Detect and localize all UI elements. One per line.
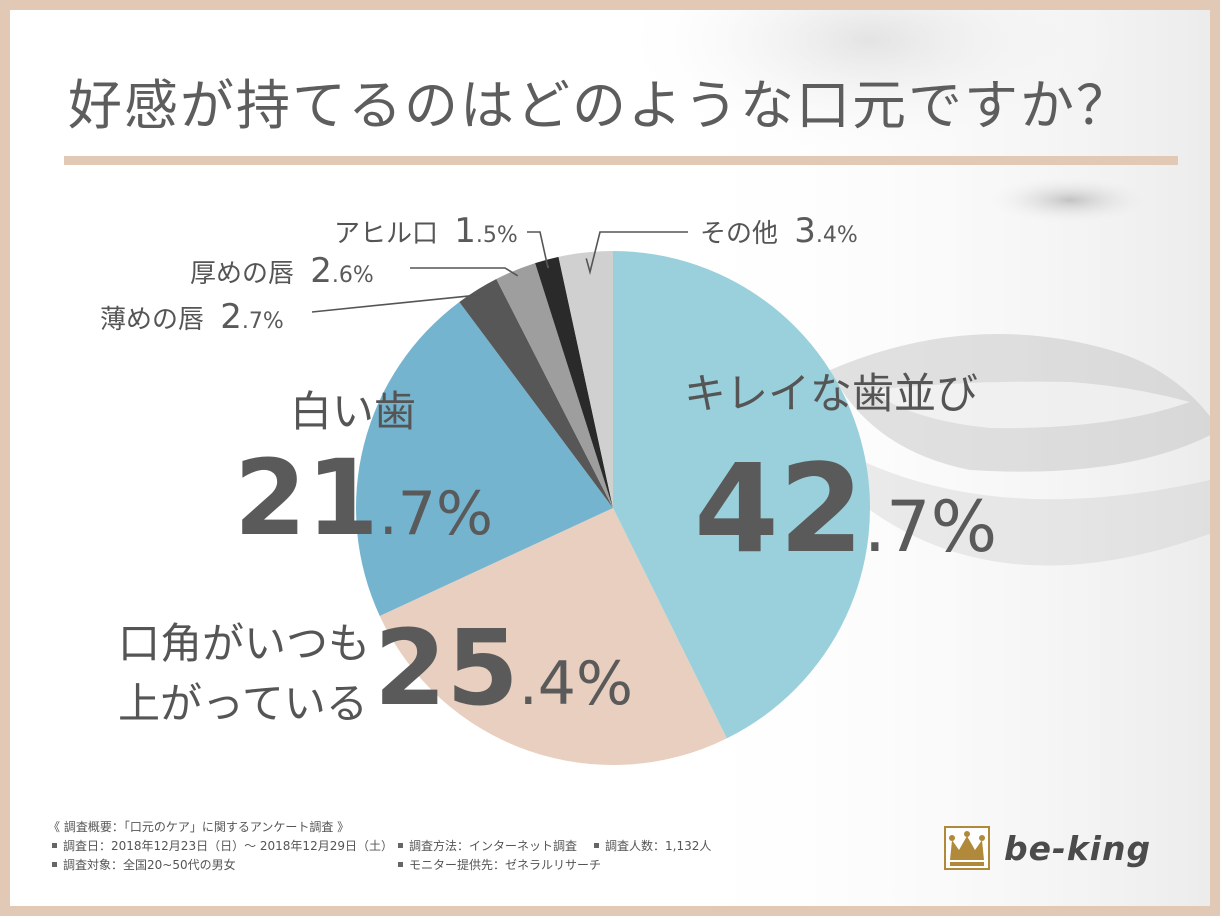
label-sonota-pct-dec: .4% (815, 223, 858, 248)
bullet-icon (398, 862, 403, 867)
survey-method-cell: 調査方法：インターネット調査 (394, 837, 577, 856)
leader-line-usume (311, 294, 481, 313)
label-usume: 薄めの唇 2.7% (100, 300, 284, 339)
bullet-icon (594, 843, 599, 848)
label-shiroi-pct-int: 21 (234, 437, 379, 559)
survey-count: 調査人数：1,132人 (605, 839, 712, 853)
bullet-icon (52, 843, 57, 848)
label-kouaku-name-1: 口角がいつも (118, 619, 371, 668)
label-kirei-pct-int: 42 (694, 438, 864, 580)
page-title: 好感が持てるのはどのような口元ですか？ (68, 74, 1132, 137)
label-kouaku-pct-dec: .4% (518, 649, 633, 719)
pie-slice-usume (459, 279, 613, 508)
leader-line-sonota (585, 231, 688, 276)
label-atsume-pct-dec: .6% (331, 263, 374, 288)
label-shiroi-name: 白い歯 (290, 387, 417, 436)
survey-row-2: 調査対象：全国20~50代の男女 モニター提供先：ゼネラルリサーチ (48, 856, 601, 875)
bullet-icon (52, 862, 57, 867)
be-king-logo: be-king (944, 826, 1151, 870)
survey-summary: 《 調査概要：「口元のケア」に関するアンケート調査 》 調査日：2018年12月… (48, 818, 711, 875)
label-ahiru-pct-int: 1 (454, 211, 476, 251)
pie-slice-ahiru (535, 256, 613, 508)
pie-slice-kirei (613, 251, 871, 739)
label-atsume-pct-int: 2 (310, 251, 332, 291)
label-kouaku-name-2: 上がっている (118, 679, 368, 728)
label-ahiru: アヒル口 1.5% (334, 214, 518, 253)
survey-count-cell: 調査人数：1,132人 (590, 837, 711, 856)
pie-slices (355, 251, 871, 765)
survey-monitor-cell: モニター提供先：ゼネラルリサーチ (394, 856, 601, 875)
label-sonota-pct-int: 3 (794, 211, 816, 251)
label-kouaku-pct: 25.4% (374, 616, 633, 720)
label-kirei: キレイな歯並び (684, 368, 978, 420)
logo-wordmark: be-king (1004, 828, 1152, 868)
pie-slice-atsume (496, 263, 613, 508)
label-kirei-pct: 42.7% (694, 448, 997, 570)
survey-row-1: 調査日：2018年12月23日（日）～ 2018年12月29日（土） 調査方法：… (48, 837, 711, 856)
label-shiroi-pct-dec: .7% (378, 479, 493, 549)
label-sonota: その他 3.4% (700, 214, 858, 253)
leader-line-ahiru (527, 231, 550, 269)
label-kirei-pct-dec: .7% (863, 486, 998, 568)
survey-monitor: モニター提供先：ゼネラルリサーチ (409, 858, 602, 872)
label-ahiru-name: アヒル口 (334, 219, 439, 249)
pie-slice-shiroi (355, 301, 613, 616)
label-atsume: 厚めの唇 2.6% (190, 254, 374, 293)
bullet-icon (398, 843, 403, 848)
label-ahiru-pct-dec: .5% (475, 223, 518, 248)
label-atsume-name: 厚めの唇 (190, 259, 295, 289)
pie-slice-kouaku (379, 508, 727, 765)
label-shiroi-pct: 21.7% (234, 446, 493, 550)
crown-icon (944, 826, 990, 870)
label-shiroi: 白い歯 (290, 386, 416, 438)
label-usume-pct-int: 2 (220, 297, 242, 337)
label-kouaku-pct-int: 25 (374, 607, 519, 729)
label-kouaku: 口角がいつも 上がっている (118, 618, 370, 730)
survey-target: 調査対象：全国20~50代の男女 (63, 858, 236, 872)
label-sonota-name: その他 (700, 219, 779, 249)
survey-heading: 《 調査概要：「口元のケア」に関するアンケート調査 》 (48, 820, 350, 834)
pie-slice-sonota (558, 251, 613, 508)
label-kirei-name: キレイな歯並び (684, 369, 979, 418)
label-usume-pct-dec: .7% (241, 309, 284, 334)
survey-period: 調査日：2018年12月23日（日）～ 2018年12月29日（土） (63, 839, 393, 853)
label-usume-name: 薄めの唇 (100, 305, 205, 335)
leader-lines (311, 231, 688, 313)
survey-method: 調査方法：インターネット調査 (409, 839, 578, 853)
leader-line-atsume (410, 267, 519, 277)
title-underline (64, 156, 1178, 165)
